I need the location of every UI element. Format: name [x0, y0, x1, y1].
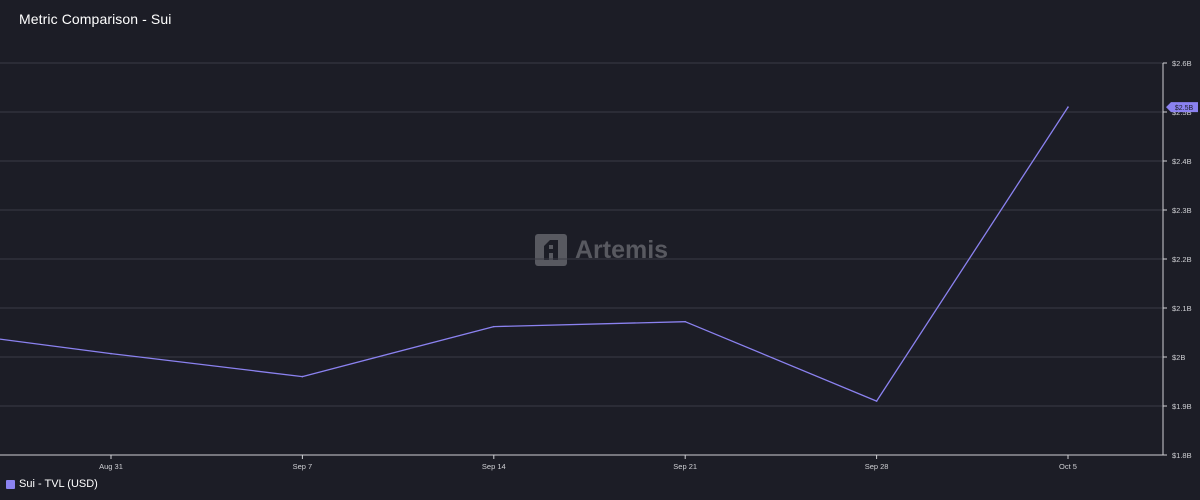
chart-title: Metric Comparison - Sui [19, 11, 172, 27]
y-tick-label: $2.6B [1172, 59, 1192, 68]
x-tick-label: Sep 14 [482, 462, 506, 471]
data-point [684, 320, 686, 323]
y-tick-label: $2.5B [1172, 108, 1192, 117]
legend[interactable]: Sui - TVL (USD) [6, 478, 98, 490]
y-tick-label: $2.3B [1172, 206, 1192, 215]
x-tick-label: Sep 28 [865, 462, 889, 471]
data-point [493, 325, 495, 328]
legend-swatch [6, 479, 15, 489]
y-tick-label: $1.8B [1172, 451, 1192, 460]
y-tick-label: $2B [1172, 353, 1185, 362]
y-tick-label: $1.9B [1172, 402, 1192, 411]
artemis-logo-icon [535, 234, 567, 266]
x-tick-label: Aug 31 [99, 462, 123, 471]
x-tick-label: Sep 7 [293, 462, 313, 471]
x-tick-label: Sep 21 [673, 462, 697, 471]
legend-label: Sui - TVL (USD) [19, 478, 98, 490]
last-value-marker [1166, 102, 1198, 113]
x-tick-label: Oct 5 [1059, 462, 1077, 471]
last-value-label: $2.5B [1175, 105, 1194, 112]
y-tick-label: $2.4B [1172, 157, 1192, 166]
data-point [1067, 106, 1069, 108]
data-point [301, 375, 304, 378]
data-point [875, 400, 878, 402]
data-point [110, 352, 112, 355]
y-tick-label: $2.1B [1172, 304, 1192, 313]
y-tick-label: $2.2B [1172, 255, 1192, 264]
